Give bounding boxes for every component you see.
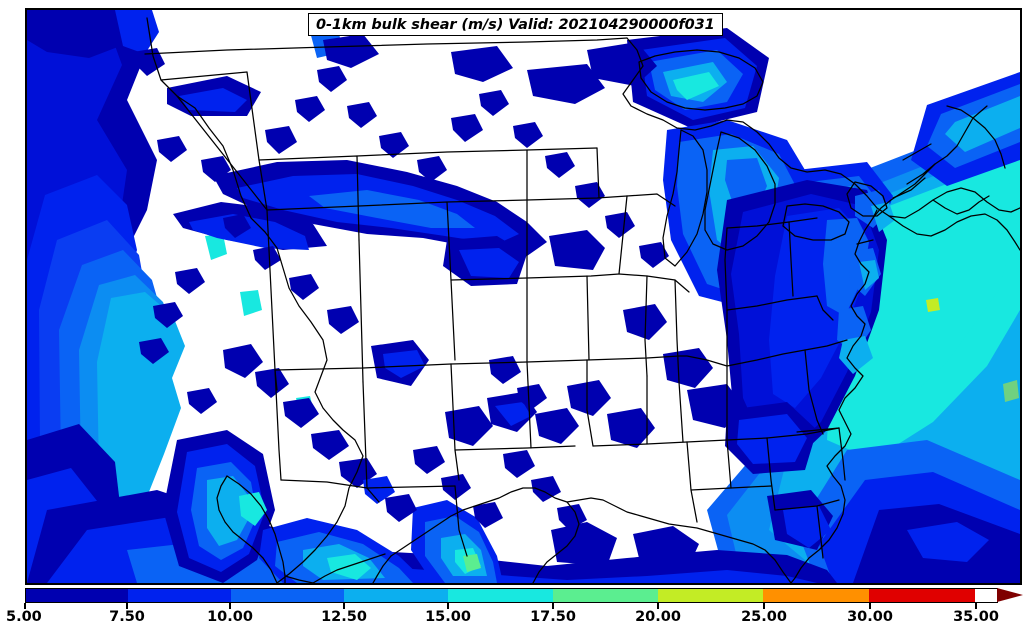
colorbar: 5.00 7.50 10.00 12.50 15.00 17.50 20.00 25.00 30… (0, 586, 1033, 632)
colorbar-tick-label-6: 20.00 (635, 609, 681, 625)
colorbar-tick-3 (343, 603, 345, 609)
colorbar-tick-5 (552, 603, 554, 609)
colorbar-tick-1 (126, 603, 128, 609)
colorbar-tick-label-5: 17.50 (530, 609, 576, 625)
colorbar-tick-label-8: 30.00 (847, 609, 893, 625)
colorbar-band-5 (552, 589, 658, 602)
shear-contour-map (27, 10, 1020, 583)
colorbar-extend-max-arrow (997, 588, 1023, 602)
colorbar-tick-labels: 5.00 7.50 10.00 12.50 15.00 17.50 20.00 25.00 30… (0, 609, 1033, 629)
colorbar-tick-label-2: 10.00 (207, 609, 253, 625)
map-panel (25, 8, 1022, 585)
colorbar-band-0 (26, 589, 128, 602)
colorbar-band-2 (230, 589, 345, 602)
shading-northern-plains (167, 76, 605, 386)
colorbar-tick-2 (229, 603, 231, 609)
map-title-box: 0-1km bulk shear (m/s) Valid: 2021042900… (308, 13, 723, 36)
colorbar-tick-4 (447, 603, 449, 609)
colorbar-tick-8 (869, 603, 871, 609)
map-title-text: 0-1km bulk shear (m/s) Valid: 2021042900… (316, 16, 715, 33)
colorbar-band-1 (127, 589, 231, 602)
colorbar-tick-label-1: 7.50 (109, 609, 145, 625)
colorbar-tick-6 (657, 603, 659, 609)
colorbar-band-8 (869, 589, 976, 602)
shading-pacific (27, 10, 343, 583)
colorbar-band-3 (344, 589, 449, 602)
map-boundaries (144, 17, 1020, 583)
colorbar-ticks (0, 603, 1033, 609)
colorbar-band-7 (763, 589, 870, 602)
colorbar-bands (25, 588, 998, 603)
colorbar-tick-label-4: 15.00 (425, 609, 471, 625)
colorbar-tick-label-9: 35.00 (953, 609, 999, 625)
colorbar-tick-label-0: 5.00 (6, 609, 42, 625)
colorbar-tick-label-3: 12.50 (321, 609, 367, 625)
colorbar-tick-0 (24, 603, 26, 609)
colorbar-band-6 (657, 589, 764, 602)
colorbar-tick-7 (763, 603, 765, 609)
colorbar-band-4 (448, 589, 553, 602)
shading-eastern-us (445, 180, 895, 474)
colorbar-tick-9 (975, 603, 977, 609)
colorbar-tick-label-7: 25.00 (741, 609, 787, 625)
